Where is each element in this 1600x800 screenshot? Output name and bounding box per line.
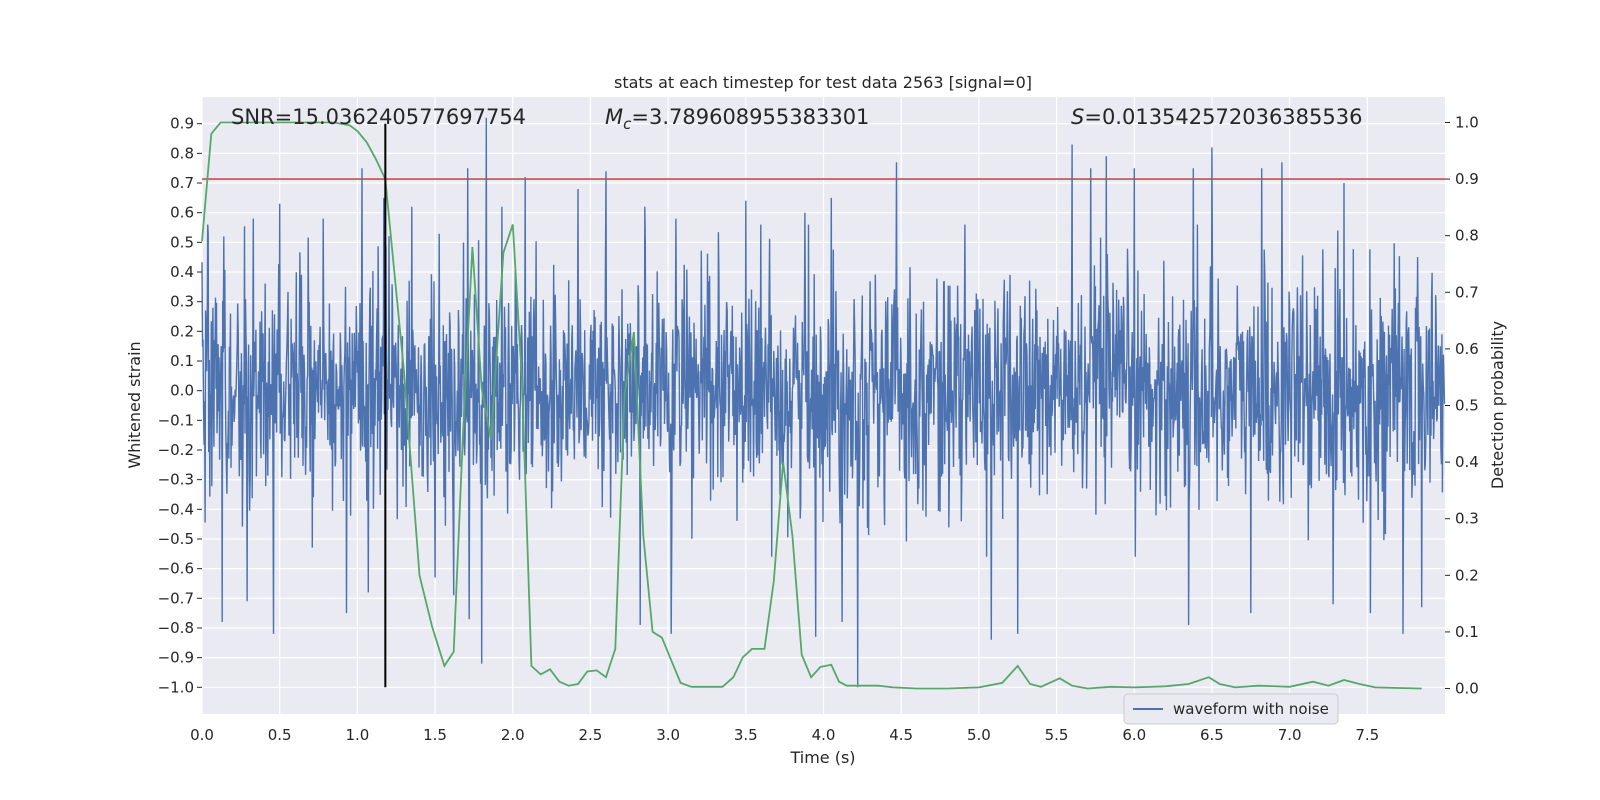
x-tick-label: 1.5 [423,726,447,744]
y-tick-label: −0.3 [158,471,194,489]
y2-axis-ticks: 1.0 0.9 0.8 0.7 0.6 0.5 0.4 0.3 0.2 0.1 0.0 [1445,113,1479,698]
y-tick-label: 0.6 [170,204,194,222]
y-tick-label: −0.9 [158,649,194,667]
y2-tick-label: 0.8 [1455,227,1479,245]
y-tick-label: 0.4 [170,263,194,281]
y-tick-label: −0.4 [158,500,194,518]
y-axis-ticks: 0.9 0.8 0.7 0.6 0.5 0.4 0.3 0.2 0.1 0.0 −0.1 −0.2 −0… [158,115,202,696]
y-tick-label: −0.6 [158,560,194,578]
x-tick-label: 0.0 [190,726,214,744]
x-axis-ticks: 0.0 0.5 1.0 1.5 2.0 2.5 3.0 3.5 4.0 4.5 5.0 5.5 6.0 6… [190,726,1379,744]
x-tick-label: 1.0 [345,726,369,744]
x-tick-label: 5.5 [1045,726,1069,744]
x-tick-label: 6.0 [1122,726,1146,744]
y-tick-label: 0.3 [170,293,194,311]
x-tick-label: 4.5 [889,726,913,744]
y-tick-label: 0.5 [170,233,194,251]
y2-tick-label: 0.1 [1455,623,1479,641]
y2-tick-label: 0.0 [1455,680,1479,698]
chirp-mass-value: =3.789608955383301 [631,105,869,129]
chart-title: stats at each timestep for test data 256… [614,73,1032,92]
x-tick-label: 7.0 [1278,726,1302,744]
y2-tick-label: 0.6 [1455,340,1479,358]
chirp-mass-symbol: M [605,105,623,129]
y-tick-label: −0.1 [158,411,194,429]
x-axis-label: Time (s) [789,748,855,767]
y2-tick-label: 0.5 [1455,397,1479,415]
y2-tick-label: 0.9 [1455,170,1479,188]
legend-box [1123,693,1339,725]
y-tick-label: −0.5 [158,530,194,548]
y-tick-label: 0.2 [170,322,194,340]
y2-tick-label: 0.3 [1455,510,1479,528]
y-tick-label: 0.1 [170,352,194,370]
x-tick-label: 5.0 [967,726,991,744]
waveform-with-noise-series [201,117,1446,688]
s-annotation: S=0.013542572036385536 [1071,105,1362,129]
x-tick-label: 4.0 [812,726,836,744]
x-tick-label: 3.0 [656,726,680,744]
legend: waveform with noise [1123,693,1339,725]
y-tick-label: 0.9 [170,115,194,133]
y2-tick-label: 0.2 [1455,566,1479,584]
y-axis-label: Whitened strain [125,341,144,468]
y-tick-label: −0.2 [158,441,194,459]
x-tick-label: 2.0 [501,726,525,744]
waveform-line [201,117,1446,688]
y-tick-label: 0.8 [170,144,194,162]
x-tick-label: 6.5 [1200,726,1224,744]
detection-probability-line [201,121,1422,690]
y2-tick-label: 0.7 [1455,283,1479,301]
y-tick-label: −1.0 [158,678,194,696]
y-tick-label: −0.8 [158,619,194,637]
x-tick-label: 0.5 [268,726,292,744]
y2-axis-label: Detection probability [1488,321,1507,489]
s-symbol: S [1071,105,1084,129]
y2-tick-label: 0.4 [1455,453,1479,471]
y-tick-label: −0.7 [158,589,194,607]
snr-annotation: SNR=15.036240577697754 [231,105,526,129]
x-tick-label: 2.5 [579,726,603,744]
y-tick-label: 0.7 [170,174,194,192]
y2-tick-label: 1.0 [1455,113,1479,131]
chirp-mass-annotation: Mc=3.789608955383301 [605,105,869,133]
chirp-mass-subscript: c [623,115,632,133]
legend-entry-waveform: waveform with noise [1173,700,1329,718]
y-tick-label: 0.0 [170,382,194,400]
s-value: =0.013542572036385536 [1084,105,1362,129]
x-tick-label: 7.5 [1355,726,1379,744]
detection-probability-series [201,121,1422,690]
x-tick-label: 3.5 [734,726,758,744]
